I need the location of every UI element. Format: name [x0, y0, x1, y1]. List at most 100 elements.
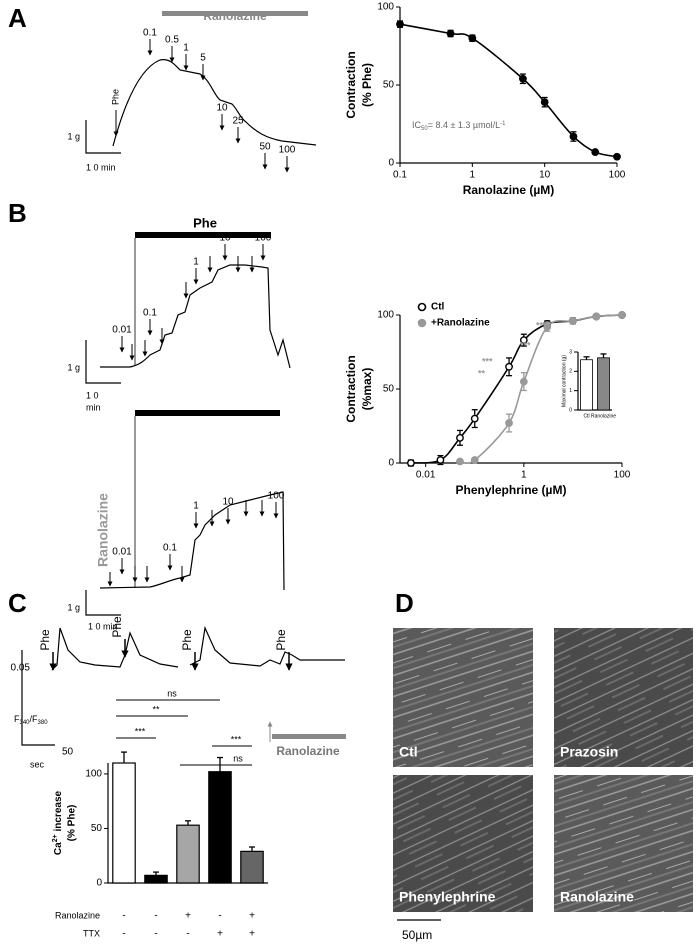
- y-tick-label: 3: [569, 349, 572, 355]
- stimulus-label: Phe: [38, 629, 52, 651]
- significance: ***: [520, 340, 531, 350]
- significance: ns: [167, 688, 177, 698]
- annotation-part: -1: [500, 121, 506, 127]
- force-trace: [100, 264, 291, 369]
- micrograph-label: Ctl: [399, 744, 418, 760]
- calcium-trace: [51, 627, 179, 671]
- x-tick-label: 100: [614, 470, 631, 481]
- significance: ***: [482, 356, 493, 366]
- data-point: [543, 322, 552, 331]
- significance: ns: [233, 753, 243, 763]
- drug-bar: [135, 232, 271, 238]
- bar: [240, 850, 264, 884]
- x-tick-label: 1: [470, 170, 476, 181]
- micrograph: [393, 775, 533, 912]
- panel-label: A: [8, 3, 27, 33]
- drug-label: Phe: [193, 215, 217, 230]
- dose-label: 1: [193, 257, 199, 268]
- y-tick-label: 100: [377, 2, 394, 13]
- condition-sign: +: [249, 929, 255, 940]
- data-point: [569, 317, 577, 325]
- dose-label: 0.01: [112, 547, 132, 558]
- legend-marker: [417, 318, 427, 328]
- drug-bar: [135, 410, 280, 416]
- annotation-part: 50: [421, 126, 428, 132]
- dose-label: 0.5: [165, 35, 179, 46]
- force-trace: [112, 59, 317, 147]
- condition-sign: -: [154, 911, 157, 922]
- bar: [144, 874, 168, 884]
- condition-sign: -: [154, 929, 157, 940]
- condition-sign: -: [218, 911, 221, 922]
- stimulus-label: Phe: [110, 616, 124, 638]
- y-axis-label: Ca2+ increase: [52, 790, 64, 855]
- dose-label: 5: [200, 53, 206, 64]
- significance: ***: [135, 726, 146, 736]
- panel-label: B: [8, 198, 27, 228]
- stimulus-label: Phe: [110, 89, 120, 105]
- x-tick-label: Ctl: [583, 413, 589, 419]
- scale-label: 1 0 min: [88, 621, 118, 631]
- stimulus-label: Phe: [180, 629, 194, 651]
- scale-label: 0.05: [11, 663, 31, 674]
- dose-label: 1: [183, 43, 189, 54]
- micrograph-label: Ranolazine: [560, 889, 634, 905]
- micrograph: [554, 775, 693, 912]
- data-point: [446, 29, 455, 38]
- x-axis-label: Phenylephrine (µM): [456, 483, 567, 497]
- label-part: 2+: [52, 834, 59, 842]
- label-part: /F: [30, 714, 39, 724]
- y-tick-label: 0: [388, 458, 394, 469]
- micrograph-label: Phenylephrine: [399, 889, 496, 905]
- data-point: [592, 312, 601, 321]
- x-tick-label: 0.01: [416, 470, 436, 481]
- bar: [112, 762, 136, 884]
- micrograph: [554, 628, 693, 767]
- dose-label: 10: [222, 497, 234, 508]
- significance: **: [478, 368, 486, 378]
- y-tick-label: 100: [85, 769, 102, 780]
- scale-label: min: [86, 402, 101, 412]
- x-tick-label: 100: [609, 170, 626, 181]
- micrograph: [393, 628, 533, 767]
- bar: [580, 359, 593, 411]
- x-axis-label: Ranolazine (µM): [463, 183, 555, 197]
- dose-label: 0.1: [163, 543, 177, 554]
- annotation: IC50= 8.4 ± 1.3 µmol/L-1: [412, 120, 506, 131]
- label-part: increase: [53, 790, 64, 834]
- scale-bar: [85, 590, 121, 616]
- label-part: F: [14, 714, 20, 724]
- data-point: [540, 98, 549, 107]
- x-tick-label: 1: [521, 470, 527, 481]
- dose-label: 10: [219, 233, 231, 244]
- condition-sign: +: [185, 911, 191, 922]
- data-point: [505, 362, 513, 371]
- bar: [176, 824, 200, 884]
- drug-bar: [272, 734, 346, 739]
- y-axis-label: Contraction: [344, 51, 358, 118]
- scale-label: 50: [62, 747, 74, 758]
- significance: ***: [231, 734, 242, 744]
- dose-label: 0.01: [112, 325, 132, 336]
- significance: ***: [536, 320, 547, 330]
- y-axis-label: Maximal contraction (g): [561, 355, 567, 407]
- scale-label: 1 0: [86, 390, 99, 400]
- significance: **: [152, 704, 160, 714]
- y-axis-label: Contraction: [344, 355, 358, 422]
- data-point: [468, 34, 477, 43]
- data-point: [396, 20, 404, 29]
- y-tick-label: 50: [91, 823, 103, 834]
- axis-label: F340/F380: [14, 714, 48, 725]
- scale-label: 1 0 min: [86, 162, 116, 172]
- dose-label: 100: [268, 491, 285, 502]
- x-tick-label: 10: [539, 170, 551, 181]
- condition-sign: -: [122, 911, 125, 922]
- dose-label: 25: [232, 116, 244, 127]
- y-tick-label: 1: [569, 388, 572, 394]
- data-point: [519, 377, 528, 386]
- dose-label: 100: [279, 145, 296, 156]
- data-point: [519, 336, 528, 345]
- y-axis-label: (% Phe): [360, 63, 374, 107]
- panel-label: D: [395, 588, 414, 618]
